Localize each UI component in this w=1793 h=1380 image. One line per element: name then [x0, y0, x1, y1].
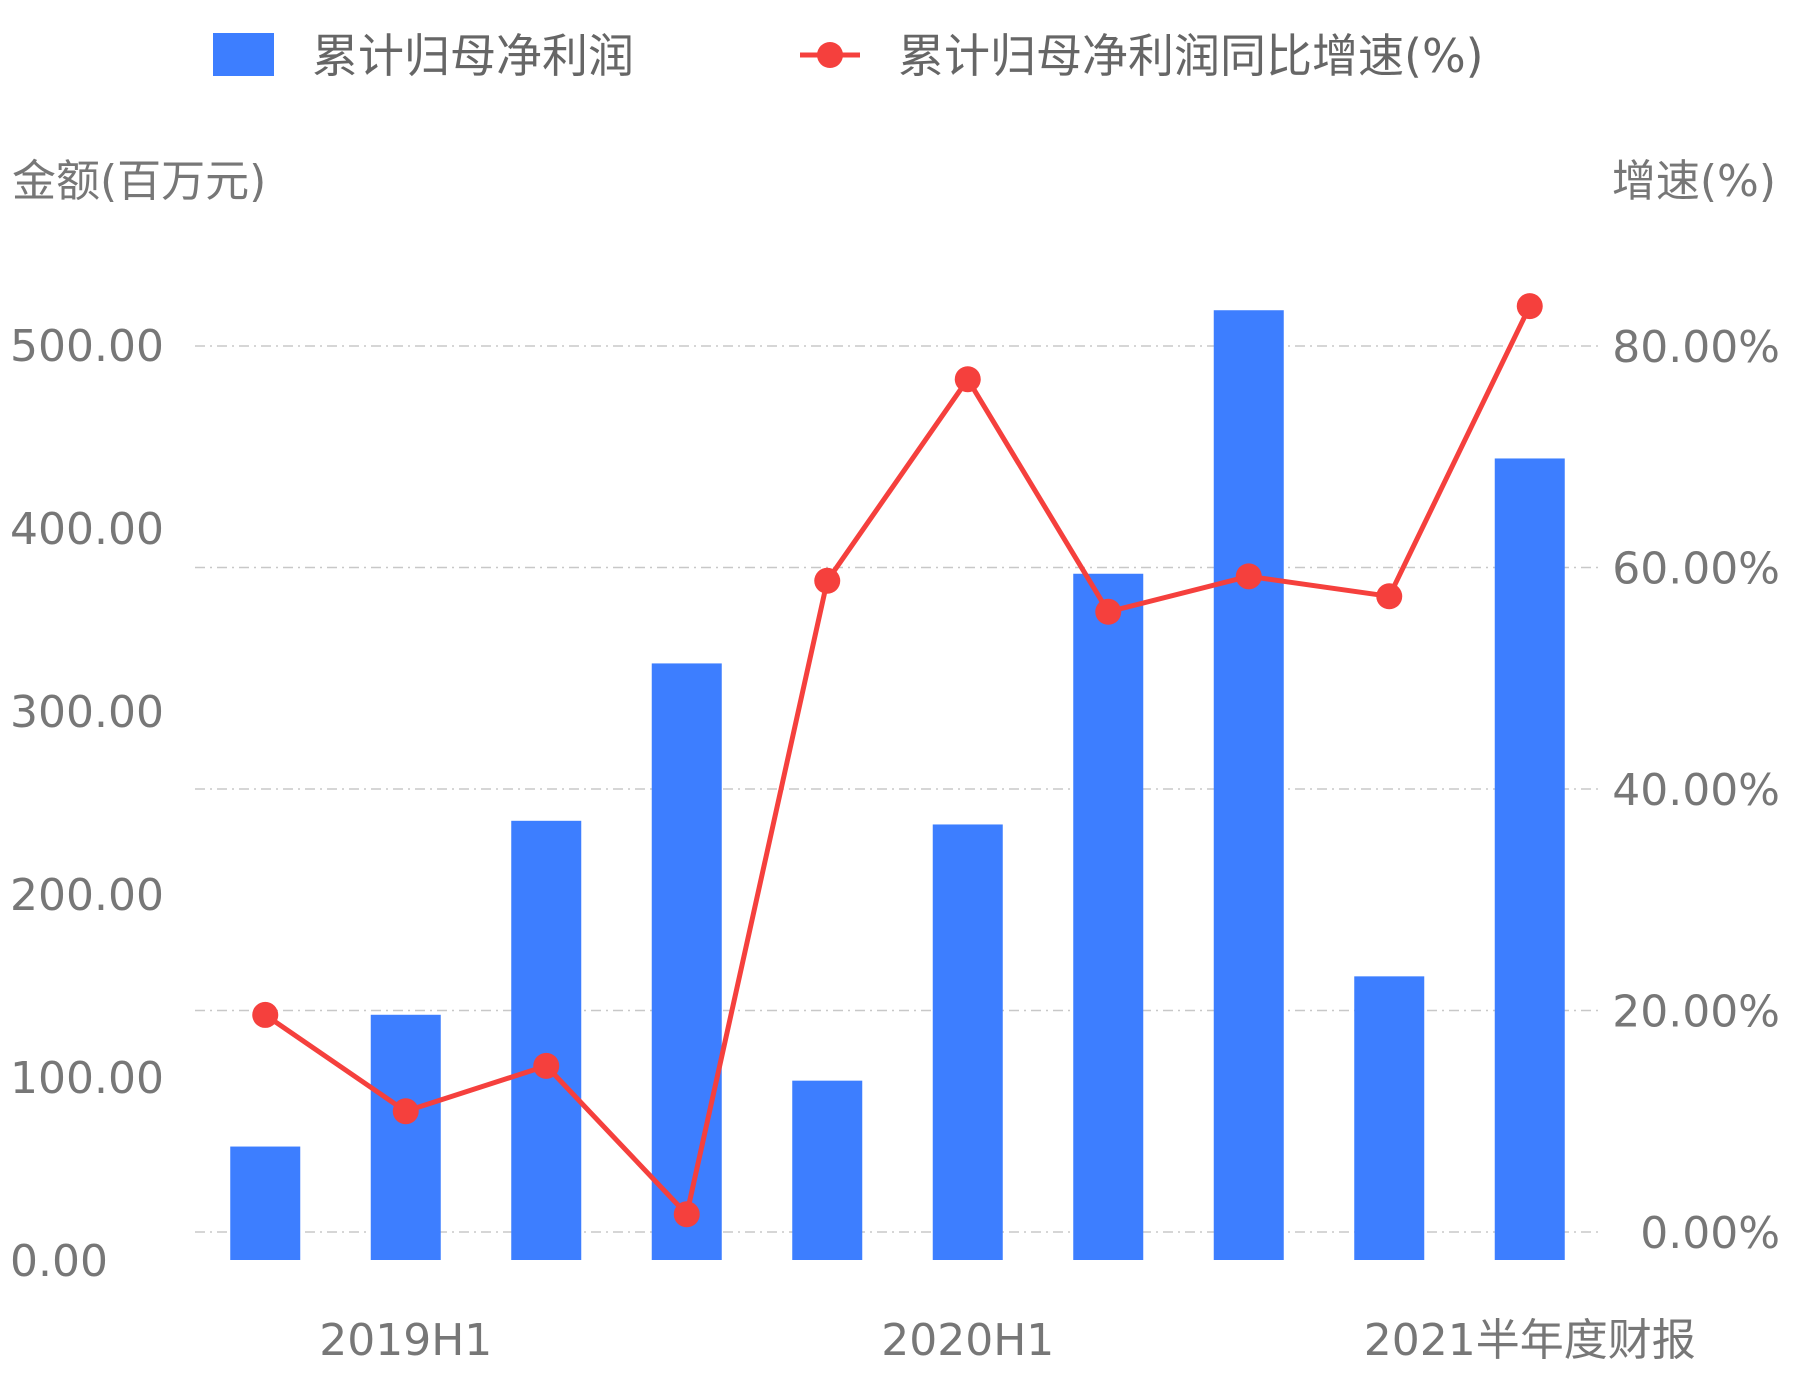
- left-axis-tick-label: 100.00: [10, 1053, 164, 1104]
- right-axis-tick-label: 20.00%: [1612, 987, 1780, 1038]
- bar-series: [230, 310, 1565, 1261]
- x-axis-tick-label: 2021半年度财报: [1364, 1315, 1696, 1366]
- bar: [230, 1146, 301, 1260]
- left-axis-tick-label: 500.00: [10, 321, 164, 372]
- legend-line-marker: [817, 42, 843, 68]
- left-axis-tick-label: 400.00: [10, 504, 164, 555]
- right-axis-ticks: 0.00% 20.00% 40.00% 60.00% 80.00%: [1612, 322, 1780, 1259]
- left-axis-tick-label: 300.00: [10, 687, 164, 738]
- legend-bar-label: 累计归母净利润: [312, 29, 634, 83]
- line-point: [392, 1098, 419, 1125]
- right-axis-tick-label: 80.00%: [1612, 322, 1780, 373]
- line-point: [1516, 293, 1543, 320]
- bar: [370, 1014, 441, 1260]
- x-axis-tick-label: 2019H1: [319, 1315, 492, 1366]
- bar: [651, 663, 722, 1260]
- bar: [1354, 976, 1425, 1260]
- line-series: [252, 293, 1543, 1228]
- left-axis-tick-label: 200.00: [10, 870, 164, 921]
- line-point: [954, 366, 981, 393]
- line-point: [1095, 598, 1122, 625]
- line-point: [814, 567, 841, 594]
- legend: 累计归母净利润 累计归母净利润同比增速(%): [213, 29, 1484, 83]
- legend-line-label: 累计归母净利润同比增速(%): [898, 29, 1484, 83]
- right-axis-tick-label: 0.00%: [1640, 1208, 1780, 1259]
- x-axis-ticks: 2019H1 2020H1 2021半年度财报: [319, 1315, 1696, 1366]
- x-axis-tick-label: 2020H1: [881, 1315, 1054, 1366]
- line-point: [533, 1052, 560, 1079]
- bar: [1494, 458, 1565, 1261]
- left-axis-ticks: 0.00 100.00 200.00 300.00 400.00 500.00: [10, 321, 164, 1287]
- bar: [792, 1080, 863, 1260]
- growth-line: [263, 305, 1533, 1217]
- line-point: [673, 1201, 700, 1228]
- bar: [932, 824, 1003, 1260]
- line-point: [1235, 563, 1262, 590]
- left-axis-tick-label: 0.00: [10, 1236, 108, 1287]
- right-axis-title: 增速(%): [1612, 156, 1776, 207]
- line-point: [252, 1001, 279, 1028]
- line-point: [1376, 583, 1403, 610]
- right-axis-tick-label: 40.00%: [1612, 765, 1780, 816]
- right-axis-tick-label: 60.00%: [1612, 544, 1780, 595]
- left-axis-title: 金额(百万元): [12, 156, 266, 207]
- bar: [511, 820, 582, 1260]
- bar: [1073, 573, 1144, 1260]
- legend-bar-swatch: [213, 33, 274, 76]
- bar: [1213, 310, 1284, 1261]
